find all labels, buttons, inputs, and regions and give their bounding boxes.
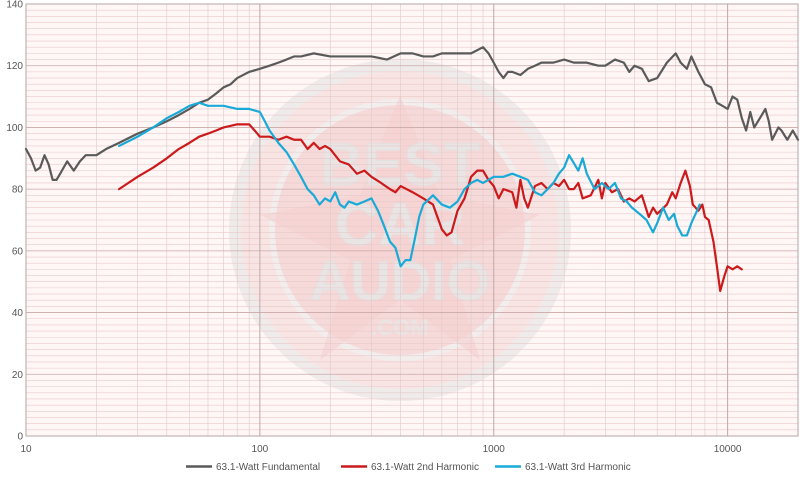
watermark-text-line2: CAR: [335, 191, 465, 258]
y-tick-label: 20: [12, 370, 24, 381]
legend-label-3: 63.1-Watt 3rd Harmonic: [525, 462, 631, 473]
y-tick-label: 120: [6, 61, 23, 72]
legend: 63.1-Watt Fundamental 63.1-Watt 2nd Harmo…: [186, 462, 631, 473]
y-axis-ticks: 0 20 40 60 80 100 120 140: [6, 0, 23, 443]
x-tick-label: 10000: [714, 444, 742, 455]
x-tick-label: 1000: [483, 444, 506, 455]
y-tick-label: 40: [12, 308, 24, 319]
axis-frame: [25, 3, 799, 437]
legend-label-2: 63.1-Watt 2nd Harmonic: [371, 462, 479, 473]
watermark-star-shape: [260, 95, 540, 360]
grid-minor: [26, 4, 799, 436]
x-axis-ticks: 10 100 1000 10000: [20, 444, 742, 455]
y-tick-label: 140: [6, 0, 23, 11]
watermark-text-line4: .COM: [371, 315, 428, 340]
series-lines: [24, 46, 800, 293]
x-tick-label: 100: [252, 444, 269, 455]
y-tick-label: 60: [12, 246, 24, 257]
series-line-2: [117, 123, 743, 293]
series-line-3: [117, 101, 701, 268]
watermark-text-line3: AUDIO: [310, 249, 490, 312]
legend-label-1: 63.1-Watt Fundamental: [216, 462, 320, 473]
x-tick-label: 10: [20, 444, 32, 455]
y-tick-label: 0: [17, 432, 23, 443]
plot-frame: [25, 3, 799, 437]
y-tick-label: 100: [6, 123, 23, 134]
y-tick-label: 80: [12, 185, 24, 196]
series-line-1: [24, 46, 800, 181]
grid-major: [25, 3, 798, 437]
watermark-logo: BEST CAR AUDIO .COM: [229, 59, 571, 401]
